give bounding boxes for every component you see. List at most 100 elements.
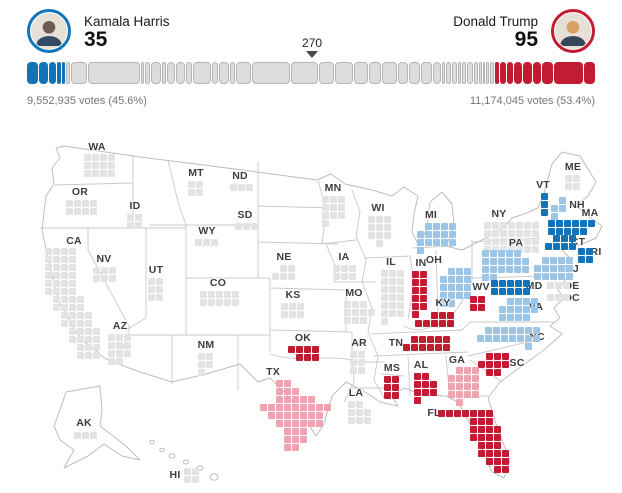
ev-square — [498, 266, 505, 273]
state-tx[interactable]: TX — [0, 130, 622, 493]
ev-square — [77, 320, 84, 327]
ev-square — [440, 292, 447, 299]
ev-bar-segment-mt[interactable] — [490, 62, 495, 84]
ev-bar-segment-nj[interactable] — [354, 62, 368, 84]
ev-square — [381, 278, 388, 285]
ev-bar-segment-ia[interactable] — [144, 62, 151, 84]
ev-bar-segment-oh[interactable] — [70, 62, 87, 84]
ev-bar-segment-md[interactable] — [38, 62, 49, 84]
ev-bar-segment-dc[interactable] — [486, 62, 490, 84]
ev-square — [515, 298, 522, 305]
ev-square — [532, 222, 539, 229]
ev-square — [276, 396, 283, 403]
ev-bar-segment-wi[interactable] — [151, 62, 162, 84]
ev-square — [456, 268, 463, 275]
ev-bar-segment-vt[interactable] — [61, 62, 65, 84]
ev-bar-segment-az[interactable] — [409, 62, 420, 84]
ev-bar-segment-sc[interactable] — [532, 62, 542, 84]
ev-bar-segment-in[interactable] — [542, 62, 554, 84]
ev-square — [156, 278, 163, 285]
ev-bar-segment-ok[interactable] — [506, 62, 514, 84]
ev-square — [397, 310, 404, 317]
ev-bar-segment-hi[interactable] — [473, 62, 478, 84]
ev-bar-segment-me[interactable] — [462, 62, 467, 84]
ev-bar-segment-nv[interactable] — [212, 62, 219, 84]
ev-square — [482, 274, 489, 281]
ev-bar-segment-il[interactable] — [193, 62, 212, 84]
ev-bar-segment-wy[interactable] — [478, 62, 482, 84]
ev-bar-segment-ri[interactable] — [56, 62, 61, 84]
ev-bar-segment-nm[interactable] — [445, 62, 451, 84]
ev-square — [441, 231, 448, 238]
ev-bar-segment-ne[interactable] — [229, 62, 235, 84]
ev-bar-segment-ks[interactable] — [186, 62, 193, 84]
ev-bar-segment-al[interactable] — [523, 62, 532, 84]
ev-square — [109, 275, 116, 282]
ev-bar-segment-la[interactable] — [433, 62, 441, 84]
ev-square — [423, 320, 430, 327]
ev-square — [412, 287, 419, 294]
ev-square — [472, 367, 479, 374]
ev-square — [100, 162, 107, 169]
ev-square — [230, 184, 237, 191]
ev-square — [281, 303, 288, 310]
ev-bar-segment-ak[interactable] — [458, 62, 462, 84]
ev-bar-segment-va[interactable] — [368, 62, 382, 84]
state-ny[interactable]: NY — [0, 130, 622, 493]
ev-bar-segment-ny[interactable] — [291, 62, 319, 84]
ev-square — [525, 343, 532, 350]
ev-bar-segment-id[interactable] — [162, 62, 166, 84]
ev-bar-segment-mi[interactable] — [319, 62, 334, 84]
ev-bar-segment-wv[interactable] — [495, 62, 499, 84]
ev-bar-segment-tx[interactable] — [251, 62, 291, 84]
ev-bar-segment-mn[interactable] — [175, 62, 186, 84]
ev-bar-segment-ma[interactable] — [27, 62, 38, 84]
ev-bar-segment-nd[interactable] — [140, 62, 144, 84]
ev-bar-segment-de[interactable] — [482, 62, 486, 84]
ev-bar-segment-co[interactable] — [398, 62, 409, 84]
ev-bar-segment-fl[interactable] — [554, 62, 583, 84]
marker-triangle-icon — [306, 51, 319, 58]
ev-bar-segment-ga[interactable] — [382, 62, 398, 84]
ev-square — [392, 384, 399, 391]
trump-avatar — [551, 9, 595, 53]
ev-bar-segment-ct[interactable] — [49, 62, 56, 84]
ev-square — [531, 306, 538, 313]
ev-bar-segment-ms[interactable] — [499, 62, 506, 84]
ev-square — [500, 230, 507, 237]
ev-square — [312, 354, 319, 361]
ev-bar-segment-ca[interactable] — [87, 62, 140, 84]
ev-bar-segment-or[interactable] — [166, 62, 175, 84]
ev-square — [238, 184, 245, 191]
ev-square — [566, 265, 573, 272]
ev-square — [184, 468, 191, 475]
ev-bar-segment-pa[interactable] — [334, 62, 354, 84]
ev-square — [384, 376, 391, 383]
ev-square — [384, 216, 391, 223]
ev-square — [61, 272, 68, 279]
ev-bar-segment-nc[interactable] — [235, 62, 251, 84]
ev-square — [516, 238, 523, 245]
ev-square — [333, 265, 340, 272]
ev-bar-segment-tn[interactable] — [583, 62, 595, 84]
ev-bar-segment-mo[interactable] — [219, 62, 229, 84]
ev-bar-segment-wa[interactable] — [420, 62, 433, 84]
ev-bar-segment-ut[interactable] — [451, 62, 458, 84]
ev-square — [246, 184, 253, 191]
ev-square — [384, 232, 391, 239]
ev-square — [224, 291, 231, 298]
ev-square — [551, 213, 558, 220]
ev-bar-segment-sd[interactable] — [441, 62, 445, 84]
ev-square — [381, 310, 388, 317]
ev-square — [523, 288, 530, 295]
ev-bar-segment-nh[interactable] — [65, 62, 70, 84]
ev-bar-segment-ar[interactable] — [467, 62, 473, 84]
ev-square — [449, 239, 456, 246]
ev-square — [127, 214, 134, 221]
ev-bar-segment-ky[interactable] — [514, 62, 523, 84]
ev-square — [478, 450, 485, 457]
ev-square — [61, 304, 68, 311]
ev-square — [464, 367, 471, 374]
ev-square — [77, 352, 84, 359]
ev-square — [330, 212, 337, 219]
